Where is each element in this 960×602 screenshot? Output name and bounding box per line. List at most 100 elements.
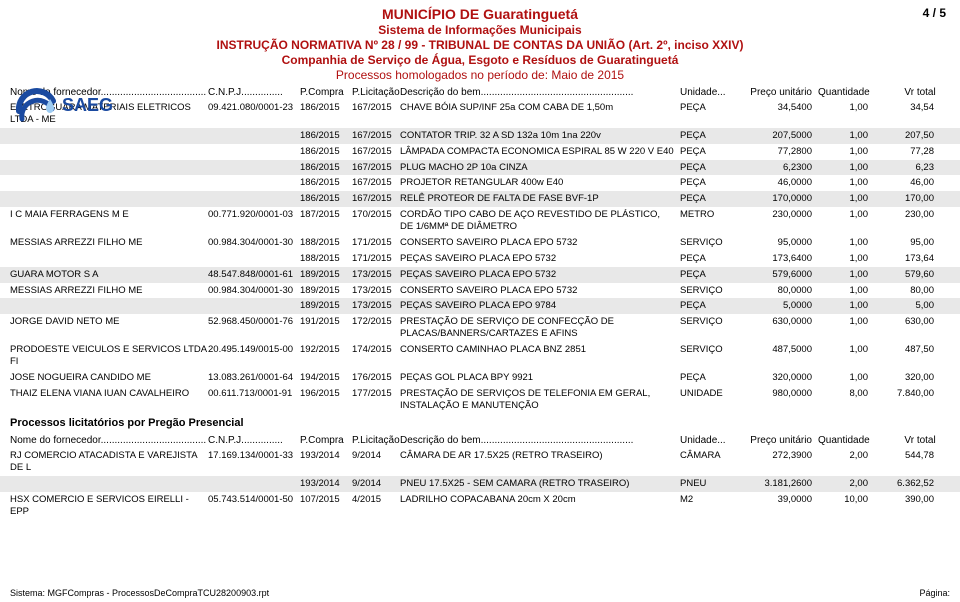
- table-row: THAIZ ELENA VIANA IUAN CAVALHEIRO00.611.…: [0, 386, 960, 414]
- cell-unidade: PEÇA: [680, 130, 740, 142]
- cell-preco: 34,5400: [740, 102, 818, 126]
- column-headers-section2: Nome do fornecedor......................…: [0, 431, 960, 448]
- cell-descricao: CÂMARA DE AR 17.5X25 (RETRO TRASEIRO): [400, 450, 680, 474]
- cell-pcompra: 186/2015: [300, 146, 352, 158]
- cell-descricao: PLUG MACHO 2P 10a CINZA: [400, 162, 680, 174]
- cell-total: 544,78: [874, 450, 934, 474]
- cell-pcompra: 186/2015: [300, 130, 352, 142]
- col-pcompra: P.Compra: [300, 87, 352, 98]
- cell-total: 487,50: [874, 344, 934, 368]
- cell-preco: 5,0000: [740, 300, 818, 312]
- cell-cnpj: [208, 253, 300, 265]
- cell-plic: 171/2015: [352, 253, 400, 265]
- cell-quantidade: 1,00: [818, 285, 874, 297]
- column-headers-main: Nome do fornecedor......................…: [0, 83, 960, 100]
- cell-unidade: PEÇA: [680, 146, 740, 158]
- header-municipio: MUNICÍPIO DE Guaratinguetá: [10, 6, 950, 22]
- cell-descricao: PEÇAS GOL PLACA BPY 9921: [400, 372, 680, 384]
- table-row: 189/2015173/2015PEÇAS SAVEIRO PLACA EPO …: [0, 298, 960, 314]
- table-row: ELETROGUARA MATERIAIS ELETRICOS LTDA - M…: [0, 100, 960, 128]
- cell-fornecedor: GUARA MOTOR S A: [10, 269, 208, 281]
- cell-quantidade: 1,00: [818, 237, 874, 249]
- cell-preco: 579,6000: [740, 269, 818, 281]
- cell-total: 5,00: [874, 300, 934, 312]
- cell-cnpj: 00.611.713/0001-91: [208, 388, 300, 412]
- col-total: Vr total: [876, 435, 936, 446]
- cell-unidade: METRO: [680, 209, 740, 233]
- cell-pcompra: 186/2015: [300, 177, 352, 189]
- cell-descricao: CONSERTO CAMINHAO PLACA BNZ 2851: [400, 344, 680, 368]
- cell-preco: 6,2300: [740, 162, 818, 174]
- cell-preco: 272,3900: [740, 450, 818, 474]
- cell-pcompra: 107/2015: [300, 494, 352, 518]
- cell-fornecedor: RJ COMERCIO ATACADISTA E VAREJISTA DE L: [10, 450, 208, 474]
- cell-total: 390,00: [874, 494, 934, 518]
- cell-pcompra: 188/2015: [300, 253, 352, 265]
- cell-quantidade: 1,00: [818, 177, 874, 189]
- cell-quantidade: 1,00: [818, 300, 874, 312]
- cell-descricao: PRESTAÇÃO DE SERVIÇO DE CONFECÇÃO DE PLA…: [400, 316, 680, 340]
- cell-cnpj: [208, 130, 300, 142]
- cell-quantidade: 2,00: [818, 478, 874, 490]
- cell-descricao: PEÇAS SAVEIRO PLACA EPO 9784: [400, 300, 680, 312]
- col-preco: Preço unitário: [740, 435, 818, 446]
- cell-cnpj: [208, 300, 300, 312]
- cell-pcompra: 188/2015: [300, 237, 352, 249]
- cell-quantidade: 1,00: [818, 193, 874, 205]
- cell-cnpj: [208, 193, 300, 205]
- cell-descricao: LÂMPADA COMPACTA ECONOMICA ESPIRAL 85 W …: [400, 146, 680, 158]
- cell-descricao: CHAVE BÓIA SUP/INF 25a COM CABA DE 1,50m: [400, 102, 680, 126]
- cell-descricao: CORDÃO TIPO CABO DE AÇO REVESTIDO DE PLÁ…: [400, 209, 680, 233]
- footer-pagina: Página:: [919, 588, 950, 598]
- cell-quantidade: 1,00: [818, 146, 874, 158]
- page-indicator: 4 / 5: [923, 6, 946, 20]
- col-descricao: Descrição do bem........................…: [400, 435, 680, 446]
- col-cnpj: C.N.P.J...............: [208, 435, 300, 446]
- cell-fornecedor: MESSIAS ARREZZI FILHO ME: [10, 285, 208, 297]
- cell-preco: 3.181,2600: [740, 478, 818, 490]
- table-row: JORGE DAVID NETO ME52.968.450/0001-76191…: [0, 314, 960, 342]
- cell-preco: 980,0000: [740, 388, 818, 412]
- cell-quantidade: 1,00: [818, 372, 874, 384]
- cell-total: 173,64: [874, 253, 934, 265]
- cell-plic: 4/2015: [352, 494, 400, 518]
- cell-total: 207,50: [874, 130, 934, 142]
- cell-preco: 46,0000: [740, 177, 818, 189]
- cell-total: 320,00: [874, 372, 934, 384]
- cell-fornecedor: [10, 162, 208, 174]
- cell-unidade: PEÇA: [680, 193, 740, 205]
- table-row: PRODOESTE VEICULOS E SERVICOS LTDA FI20.…: [0, 342, 960, 370]
- cell-quantidade: 10,00: [818, 494, 874, 518]
- cell-fornecedor: MESSIAS ARREZZI FILHO ME: [10, 237, 208, 249]
- table-row: 186/2015167/2015PROJETOR RETANGULAR 400w…: [0, 175, 960, 191]
- cell-cnpj: [208, 162, 300, 174]
- cell-total: 34,54: [874, 102, 934, 126]
- col-pcompra: P.Compra: [300, 435, 352, 446]
- table-row: 186/2015167/2015PLUG MACHO 2P 10a CINZAP…: [0, 160, 960, 176]
- cell-descricao: CONTATOR TRIP. 32 A SD 132a 10m 1na 220v: [400, 130, 680, 142]
- cell-descricao: PEÇAS SAVEIRO PLACA EPO 5732: [400, 269, 680, 281]
- cell-pcompra: 193/2014: [300, 478, 352, 490]
- table-row: 193/20149/2014PNEU 17.5X25 - SEM CAMARA …: [0, 476, 960, 492]
- cell-cnpj: [208, 478, 300, 490]
- cell-preco: 173,6400: [740, 253, 818, 265]
- cell-quantidade: 8,00: [818, 388, 874, 412]
- table-row: GUARA MOTOR S A48.547.848/0001-61189/201…: [0, 267, 960, 283]
- table-row: I C MAIA FERRAGENS M E00.771.920/0001-03…: [0, 207, 960, 235]
- cell-pcompra: 189/2015: [300, 285, 352, 297]
- table-row: JOSE NOGUEIRA CANDIDO ME13.083.261/0001-…: [0, 370, 960, 386]
- cell-plic: 167/2015: [352, 177, 400, 189]
- cell-cnpj: 20.495.149/0015-00: [208, 344, 300, 368]
- cell-descricao: PNEU 17.5X25 - SEM CAMARA (RETRO TRASEIR…: [400, 478, 680, 490]
- cell-unidade: CÂMARA: [680, 450, 740, 474]
- table-row: MESSIAS ARREZZI FILHO ME00.984.304/0001-…: [0, 235, 960, 251]
- cell-cnpj: 00.984.304/0001-30: [208, 285, 300, 297]
- cell-plic: 9/2014: [352, 450, 400, 474]
- cell-fornecedor: [10, 177, 208, 189]
- cell-total: 7.840,00: [874, 388, 934, 412]
- col-quantidade: Quantidade: [818, 87, 876, 98]
- logo-arc-icon: [14, 83, 58, 127]
- cell-plic: 171/2015: [352, 237, 400, 249]
- cell-preco: 170,0000: [740, 193, 818, 205]
- cell-plic: 167/2015: [352, 162, 400, 174]
